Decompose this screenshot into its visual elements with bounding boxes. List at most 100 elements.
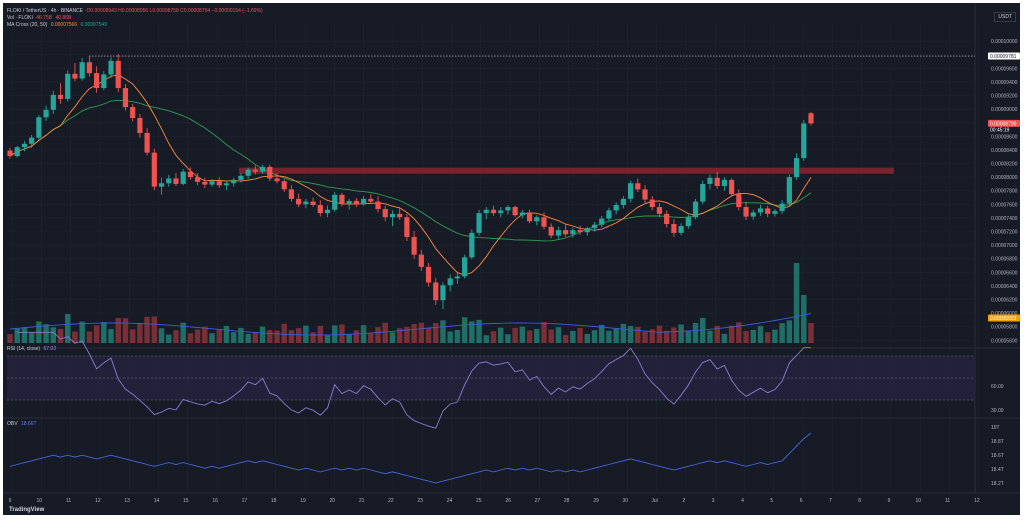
volume-bar bbox=[598, 324, 605, 343]
volume-bar bbox=[360, 325, 367, 343]
high-price-tag: 0.00009781 bbox=[990, 54, 1017, 60]
time-tick-label: 15 bbox=[183, 498, 189, 504]
rsi-tick-label: 60.00 bbox=[991, 384, 1004, 390]
candle-body bbox=[505, 207, 511, 211]
volume-bar bbox=[281, 323, 287, 343]
ma-legend: MA Cross (20, 50) 0.00007566 0.00007549 bbox=[7, 22, 107, 29]
volume-bar bbox=[447, 331, 453, 343]
volume-bar bbox=[541, 322, 547, 343]
candle-body bbox=[786, 177, 792, 204]
volume-bar bbox=[129, 329, 136, 343]
ma-legend-label: MA Cross (20, 50) bbox=[7, 22, 48, 28]
volume-bar bbox=[122, 318, 129, 343]
volume-tag: 0.00005923 bbox=[990, 316, 1017, 322]
volume-bar bbox=[353, 330, 360, 343]
time-tick-label: 21 bbox=[359, 498, 365, 504]
candle-body bbox=[43, 109, 49, 118]
volume-bar bbox=[678, 324, 684, 343]
candle-body bbox=[577, 230, 583, 233]
ma-fast-line bbox=[9, 74, 812, 276]
volume-bar bbox=[202, 326, 208, 343]
volume-ma-line bbox=[9, 313, 812, 336]
volume-bar bbox=[72, 331, 78, 343]
candle-body bbox=[274, 178, 280, 182]
volume-bar bbox=[339, 324, 345, 343]
candle-body bbox=[490, 209, 497, 214]
candle-body bbox=[151, 152, 157, 187]
candle-body bbox=[29, 137, 35, 144]
volume-bar bbox=[786, 320, 793, 343]
volume-bar bbox=[173, 330, 179, 343]
candle-body bbox=[288, 189, 295, 199]
volume-bar bbox=[21, 327, 28, 343]
candle-body bbox=[678, 226, 684, 233]
currency-button[interactable]: USDT bbox=[994, 12, 1016, 22]
candle-body bbox=[209, 181, 215, 185]
chart-canvas[interactable]: 0.000100000.000096000.000092000.00008800… bbox=[3, 3, 1020, 515]
volume-bar bbox=[728, 325, 735, 343]
candle-body bbox=[743, 207, 749, 217]
volume-bar bbox=[209, 333, 215, 343]
volume-bar bbox=[101, 322, 107, 343]
candle-body bbox=[303, 201, 309, 205]
candle-body bbox=[158, 183, 165, 187]
volume-bar bbox=[259, 326, 266, 343]
candle-body bbox=[462, 257, 468, 277]
volume-bar bbox=[238, 327, 244, 343]
time-tick-label: 2 bbox=[683, 498, 686, 504]
price-tick-label: 0.00006600 bbox=[991, 270, 1018, 276]
candle-body bbox=[202, 181, 208, 185]
candle-body bbox=[519, 212, 525, 216]
candle-body bbox=[72, 73, 78, 79]
volume-bar bbox=[663, 330, 670, 343]
volume-bar bbox=[245, 333, 251, 343]
candle-body bbox=[36, 117, 42, 138]
volume-bar bbox=[79, 321, 85, 343]
volume-bar bbox=[64, 314, 71, 343]
candle-body bbox=[14, 147, 20, 157]
candle-body bbox=[130, 107, 136, 118]
volume-bar bbox=[469, 321, 475, 343]
volume-bar bbox=[656, 325, 663, 343]
volume-legend-label: Vol · FLOKI bbox=[7, 15, 33, 21]
volume-bar bbox=[418, 322, 425, 343]
time-tick-label: 24 bbox=[447, 498, 453, 504]
ma-slow-line bbox=[9, 99, 812, 242]
volume-bar bbox=[28, 332, 35, 343]
candle-body bbox=[180, 171, 186, 184]
time-tick-label: 14 bbox=[154, 498, 160, 504]
candle-body bbox=[79, 62, 85, 79]
volume-bar bbox=[577, 327, 583, 343]
candle-body bbox=[599, 218, 605, 225]
time-tick-label: Jul bbox=[651, 498, 657, 504]
volume-bar bbox=[216, 328, 223, 343]
ohlc-values: O0.00008943 H0.00008956 L0.00008758 C0.0… bbox=[86, 8, 263, 14]
volume-bar bbox=[497, 327, 504, 343]
chart-panel[interactable]: 0.000100000.000096000.000092000.00008800… bbox=[3, 3, 1020, 515]
obv-tick-label: 18.6T bbox=[991, 453, 1004, 459]
volume-bar bbox=[526, 330, 533, 343]
volume-bar bbox=[562, 334, 569, 343]
volume-bar bbox=[584, 333, 591, 343]
price-tick-label: 0.00009600 bbox=[991, 66, 1018, 72]
volume-bar bbox=[801, 295, 807, 343]
candle-body bbox=[627, 183, 634, 199]
grid-lines bbox=[7, 23, 980, 491]
volume-bar bbox=[620, 323, 627, 343]
volume-bar bbox=[230, 332, 237, 343]
price-tick-label: 0.00005800 bbox=[991, 325, 1018, 331]
time-tick-label: 23 bbox=[417, 498, 423, 504]
obv-tick-label: 19T bbox=[991, 425, 1000, 431]
time-tick-label: 9 bbox=[888, 498, 891, 504]
time-tick-label: 7 bbox=[829, 498, 832, 504]
obv-line bbox=[9, 432, 812, 484]
candle-body bbox=[642, 189, 648, 200]
candle-body bbox=[526, 212, 533, 222]
candle-body bbox=[664, 213, 670, 225]
candle-body bbox=[238, 175, 244, 180]
time-tick-label: 9 bbox=[9, 498, 12, 504]
volume-legend: Vol · FLOKI 46.75B 40.86B bbox=[7, 15, 71, 22]
candle-body bbox=[397, 213, 403, 218]
obv-tick-label: 18.8T bbox=[991, 439, 1004, 445]
obv-tick-label: 18.4T bbox=[991, 467, 1004, 473]
